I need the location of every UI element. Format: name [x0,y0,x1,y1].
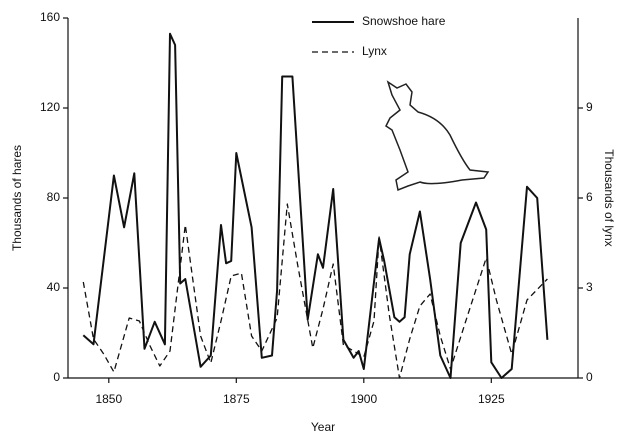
legend-label: Lynx [362,44,387,58]
y-axis-label: Thousands of hares [10,145,24,251]
series-line [82,32,549,379]
y2-axis-label: Thousands of lynx [602,149,616,246]
series-line [82,203,548,379]
x-tick-label: 1925 [478,392,505,406]
y-tick-label: 80 [47,190,61,204]
y-tick-label: 160 [40,10,60,24]
cat-illustration [385,80,490,192]
x-axis-label: Year [311,420,335,434]
y-tick-label: 40 [47,280,61,294]
y2-tick-label: 3 [586,280,593,294]
x-tick-label: 1850 [95,392,122,406]
y-tick-label: 120 [40,100,60,114]
y2-tick-label: 6 [586,190,593,204]
y-tick-label: 0 [53,370,60,384]
x-tick-label: 1875 [223,392,250,406]
y2-tick-label: 0 [586,370,593,384]
x-tick-label: 1900 [350,392,377,406]
y2-tick-label: 9 [586,100,593,114]
legend-label: Snowshoe hare [362,14,446,28]
